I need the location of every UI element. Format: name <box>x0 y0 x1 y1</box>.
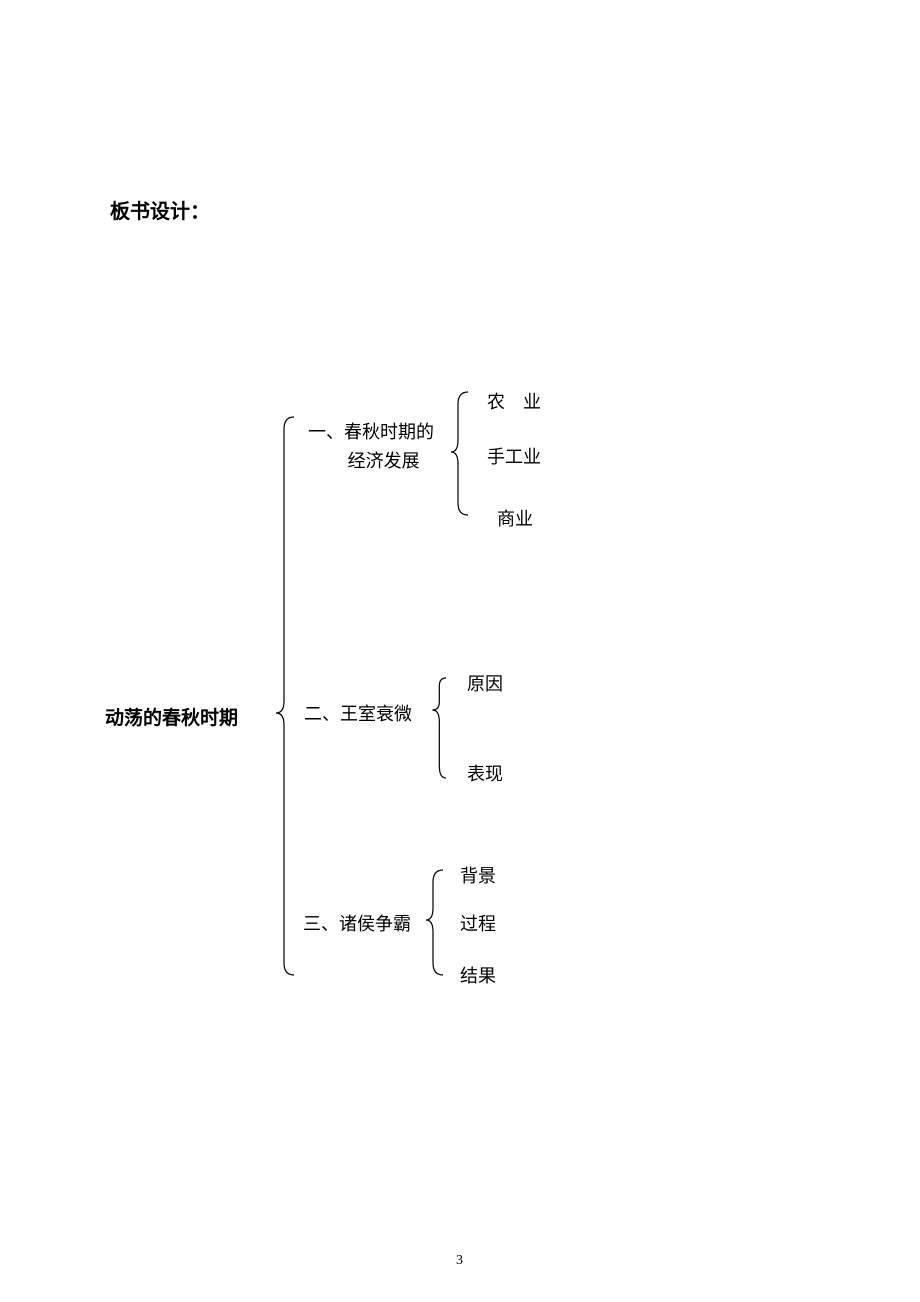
leaf-handicraft: 手工业 <box>487 443 541 469</box>
leaf-background: 背景 <box>460 862 496 888</box>
leaf-process: 过程 <box>460 910 496 936</box>
leaf-cause: 原因 <box>467 670 503 696</box>
root-brace <box>270 417 304 977</box>
branch-1-brace <box>450 392 477 517</box>
root-label: 动荡的春秋时期 <box>105 703 238 730</box>
branch-2-brace <box>430 678 455 780</box>
branch-3-line1: 三、诸侯争霸 <box>303 914 411 934</box>
leaf-commerce: 商业 <box>497 505 533 531</box>
branch-3-label: 三、诸侯争霸 <box>303 910 411 939</box>
branch-2-line1: 二、王室衰微 <box>304 704 412 724</box>
branch-3-brace <box>427 870 452 977</box>
heading: 板书设计： <box>110 195 210 224</box>
branch-1-label: 一、春秋时期的 经济发展 <box>308 418 434 476</box>
leaf-agriculture: 农 业 <box>487 388 541 414</box>
leaf-result: 结果 <box>460 962 496 988</box>
branch-2-label: 二、王室衰微 <box>304 700 412 729</box>
leaf-manifestation: 表现 <box>467 760 503 786</box>
branch-1-line2: 经济发展 <box>348 451 420 471</box>
page-number: 3 <box>456 1253 463 1269</box>
branch-1-line1: 一、春秋时期的 <box>308 422 434 442</box>
